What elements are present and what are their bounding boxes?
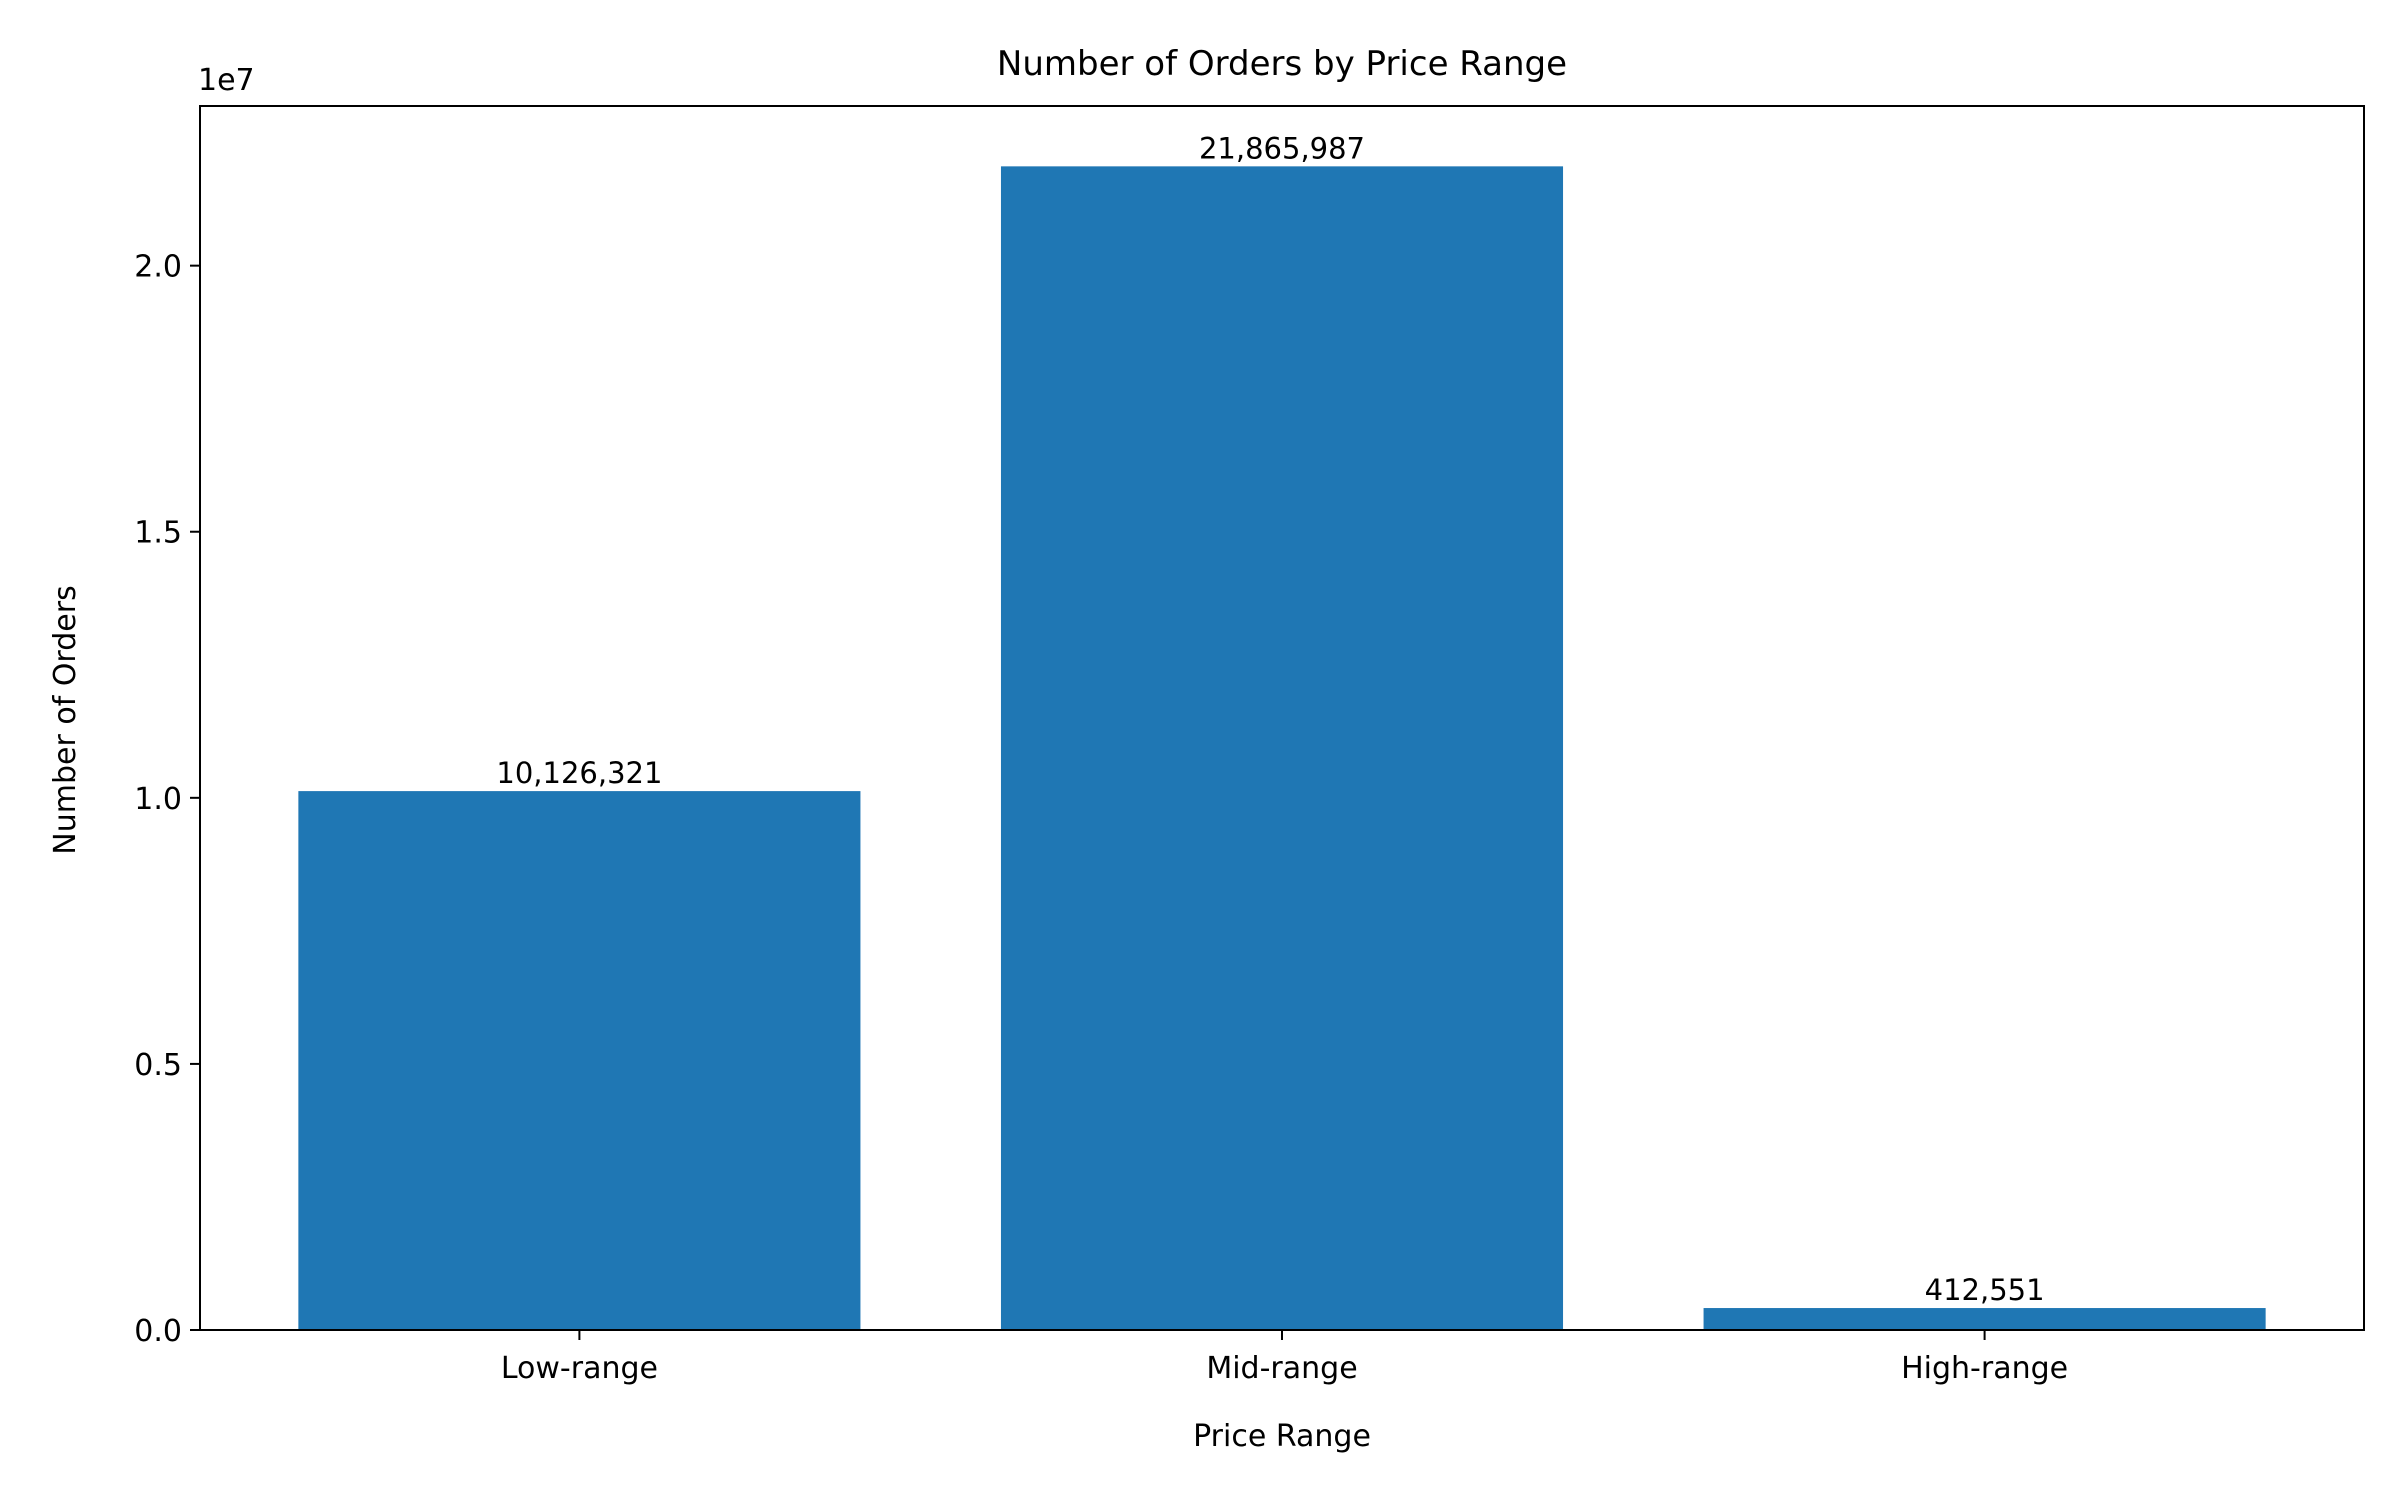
x-tick-label: High-range — [1901, 1351, 2068, 1386]
x-tick-label: Low-range — [501, 1351, 658, 1386]
y-tick-label: 0.5 — [134, 1048, 182, 1083]
y-axis-label: Number of Orders — [48, 585, 83, 854]
bar-value-label: 21,865,987 — [1199, 131, 1365, 165]
y-tick-label: 1.0 — [134, 782, 182, 817]
y-tick-label: 1.5 — [134, 516, 182, 551]
bars-layer — [298, 166, 2266, 1330]
y-axis: 0.0 0.5 1.0 1.5 2.0 — [134, 250, 200, 1349]
x-axis: Low-range Mid-range High-range — [501, 1330, 2068, 1386]
y-tick-label: 2.0 — [134, 250, 182, 285]
bar-mid-range — [1000, 166, 1564, 1330]
y-tick-label: 0.0 — [134, 1314, 182, 1349]
x-axis-label: Price Range — [1193, 1419, 1371, 1454]
y-axis-offset-label: 1e7 — [198, 63, 255, 98]
bar-low-range — [298, 791, 861, 1330]
bar-value-label: 412,551 — [1925, 1273, 2045, 1307]
chart-title: Number of Orders by Price Range — [997, 44, 1567, 84]
value-labels-layer: 10,126,321 21,865,987 412,551 — [496, 131, 2044, 1307]
bar-high-range — [1703, 1308, 2266, 1330]
bar-value-label: 10,126,321 — [496, 756, 662, 790]
x-tick-label: Mid-range — [1206, 1351, 1357, 1386]
